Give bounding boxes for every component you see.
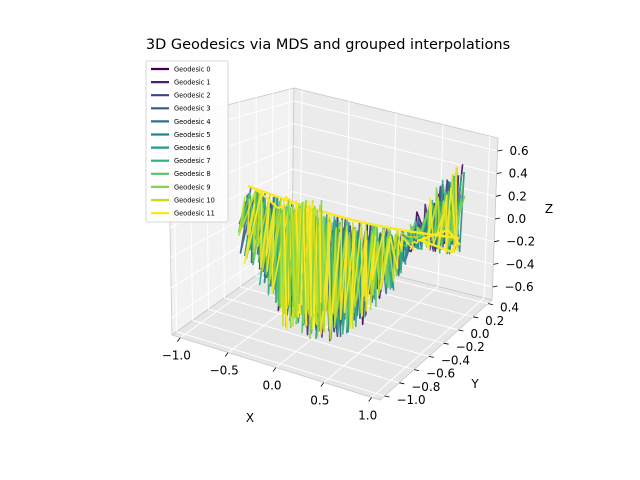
geodesic-curves <box>238 164 466 342</box>
z-tick-mark <box>494 240 500 243</box>
chart-title: 3D Geodesics via MDS and grouped interpo… <box>146 37 510 53</box>
z-tick-label: −0.6 <box>504 280 533 294</box>
legend-label: Geodesic 5 <box>174 131 211 139</box>
legend-items: Geodesic 0 Geodesic 1 Geodesic 2 Geodesic 3… <box>151 65 215 218</box>
x-tick-mark <box>272 367 277 372</box>
grid-line <box>224 297 429 357</box>
grid-line <box>192 319 400 384</box>
legend-label: Geodesic 9 <box>174 183 211 191</box>
z-tick-label: 0.6 <box>510 144 529 158</box>
geodesic-segment <box>316 209 321 317</box>
x-tick-mark <box>368 397 372 402</box>
z-tick-label: −0.2 <box>506 235 535 249</box>
y-tick-mark <box>487 303 494 305</box>
legend-label: Geodesic 10 <box>174 196 215 204</box>
z-tick-mark <box>494 217 501 220</box>
geodesic-segment <box>287 200 292 329</box>
legend-label: Geodesic 3 <box>174 105 211 113</box>
legend-label: Geodesic 1 <box>174 79 211 87</box>
z-tick-label: 0.0 <box>507 212 526 226</box>
legend-label: Geodesic 8 <box>174 170 211 178</box>
x-tick-mark <box>320 382 325 387</box>
x-tick-label: 0.5 <box>310 393 329 407</box>
x-axis-label: X <box>246 411 254 425</box>
legend-label: Geodesic 2 <box>174 92 211 100</box>
y-tick-mark <box>473 316 479 319</box>
y-tick-label: −0.8 <box>411 380 440 394</box>
x-axis-ticks: −1.0 −0.5 0.0 0.5 1.0 <box>162 337 377 422</box>
grid-line <box>293 100 498 152</box>
geodesic-segment <box>291 213 296 302</box>
y-tick-label: −1.0 <box>396 393 425 407</box>
legend-frame <box>145 60 229 223</box>
geodesic-segment <box>313 208 318 326</box>
z-tick-mark <box>497 149 503 152</box>
geodesic-rim-line <box>249 185 294 210</box>
y-tick-mark <box>384 395 390 398</box>
y-tick-label: 0.0 <box>470 327 489 341</box>
y-axis-label: Y <box>470 377 479 391</box>
z-tick-label: −0.4 <box>505 257 534 271</box>
legend-label: Geodesic 11 <box>174 210 215 218</box>
grid-line <box>176 331 385 397</box>
z-tick-mark <box>493 262 499 265</box>
legend-label: Geodesic 0 <box>174 65 211 73</box>
y-tick-label: −0.4 <box>441 353 470 367</box>
geodesic-segment <box>298 203 304 305</box>
y-tick-label: 0.2 <box>485 314 504 328</box>
geodesic-rim-line <box>247 184 461 254</box>
geodesic-segment <box>319 211 322 303</box>
legend: Geodesic 0 Geodesic 1 Geodesic 2 Geodesic 3… <box>145 60 229 223</box>
geodesic-segment <box>307 202 312 317</box>
y-tick-mark <box>428 356 434 358</box>
y-tick-mark <box>399 382 405 385</box>
grid-line <box>208 308 415 371</box>
x-tick-label: 0.0 <box>262 379 281 393</box>
x-tick-mark <box>177 337 181 342</box>
z-axis-label: Z <box>545 202 553 216</box>
z-tick-mark <box>496 172 502 175</box>
legend-label: Geodesic 4 <box>174 118 211 126</box>
z-tick-label: 0.4 <box>509 167 528 181</box>
x-tick-label: −0.5 <box>210 364 239 378</box>
x-tick-label: −1.0 <box>162 349 191 363</box>
z-tick-mark <box>492 285 498 288</box>
y-axis-ticks: −1.0−0.8−0.6−0.4−0.20.00.20.4 <box>384 301 519 407</box>
legend-label: Geodesic 7 <box>174 157 211 165</box>
z-tick-mark <box>495 194 501 197</box>
legend-label: Geodesic 6 <box>174 144 211 152</box>
x-tick-label: 1.0 <box>358 408 377 422</box>
y-tick-label: −0.6 <box>426 367 455 381</box>
geodesic-segment <box>296 207 301 316</box>
x-tick-mark <box>224 352 229 357</box>
y-tick-label: −0.2 <box>456 340 485 354</box>
y-tick-mark <box>443 342 449 345</box>
geodesic-segment <box>282 200 288 330</box>
geodesic-segment <box>320 210 324 311</box>
z-axis-ticks: −0.6 −0.4 −0.2 0.0 0.2 0.4 0.6 <box>492 144 535 294</box>
z-tick-label: 0.2 <box>508 189 527 203</box>
y-tick-mark <box>413 369 420 371</box>
y-tick-mark <box>458 329 464 332</box>
y-tick-label: 0.4 <box>500 301 519 315</box>
